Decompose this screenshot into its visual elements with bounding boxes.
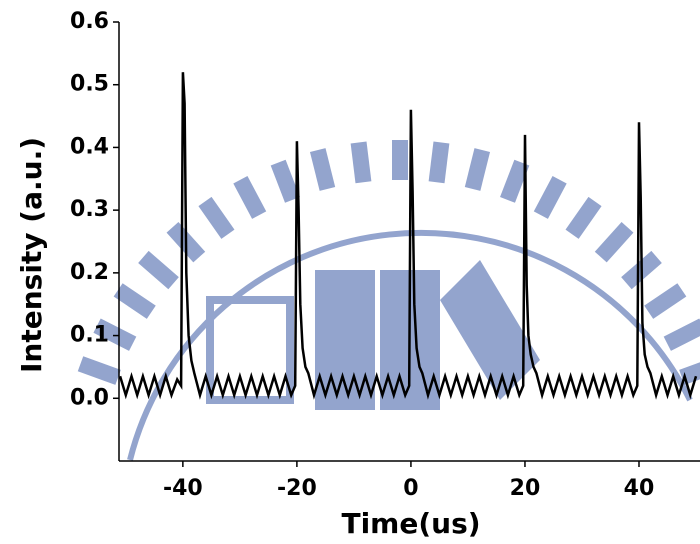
y-tick-label: 0.3 xyxy=(70,197,109,222)
watermark-dash xyxy=(205,201,228,234)
x-tick-label: 20 xyxy=(510,476,541,501)
watermark-dash xyxy=(359,143,364,183)
y-tick-label: 0.2 xyxy=(70,260,109,285)
y-axis-label: Intensity (a.u.) xyxy=(15,137,48,373)
watermark-dash xyxy=(118,290,151,312)
watermark-dash xyxy=(437,143,442,183)
watermark-dash xyxy=(473,150,483,189)
x-tick-label: 0 xyxy=(403,476,418,501)
x-tick-label: 40 xyxy=(624,476,655,501)
watermark-dash xyxy=(649,290,682,312)
watermark-dash xyxy=(601,227,628,257)
page: {"chart_data": {"type": "line", "x_label… xyxy=(0,0,700,544)
watermark-dash xyxy=(667,326,700,344)
x-tick-label: -40 xyxy=(163,476,203,501)
watermark-dash xyxy=(572,201,595,234)
watermark-dash xyxy=(278,163,292,200)
y-tick-label: 0.6 xyxy=(70,9,109,34)
watermark-dash xyxy=(143,257,173,283)
x-axis-label: Time(us) xyxy=(341,507,480,540)
watermark-dash xyxy=(508,163,522,200)
x-tick-label: -20 xyxy=(277,476,317,501)
y-tick-label: 0.0 xyxy=(70,385,109,410)
watermark-dash xyxy=(240,180,259,215)
watermark-dash xyxy=(81,364,119,378)
y-tick-label: 0.5 xyxy=(70,72,109,97)
y-tick-label: 0.1 xyxy=(70,323,109,348)
watermark-dash xyxy=(541,180,560,215)
watermark-dash xyxy=(318,150,328,189)
chart: Time(us) Intensity (a.u.) 0.0 0.1 0.2 0.3 0.… xyxy=(0,0,700,544)
y-tick-label: 0.4 xyxy=(70,134,109,159)
